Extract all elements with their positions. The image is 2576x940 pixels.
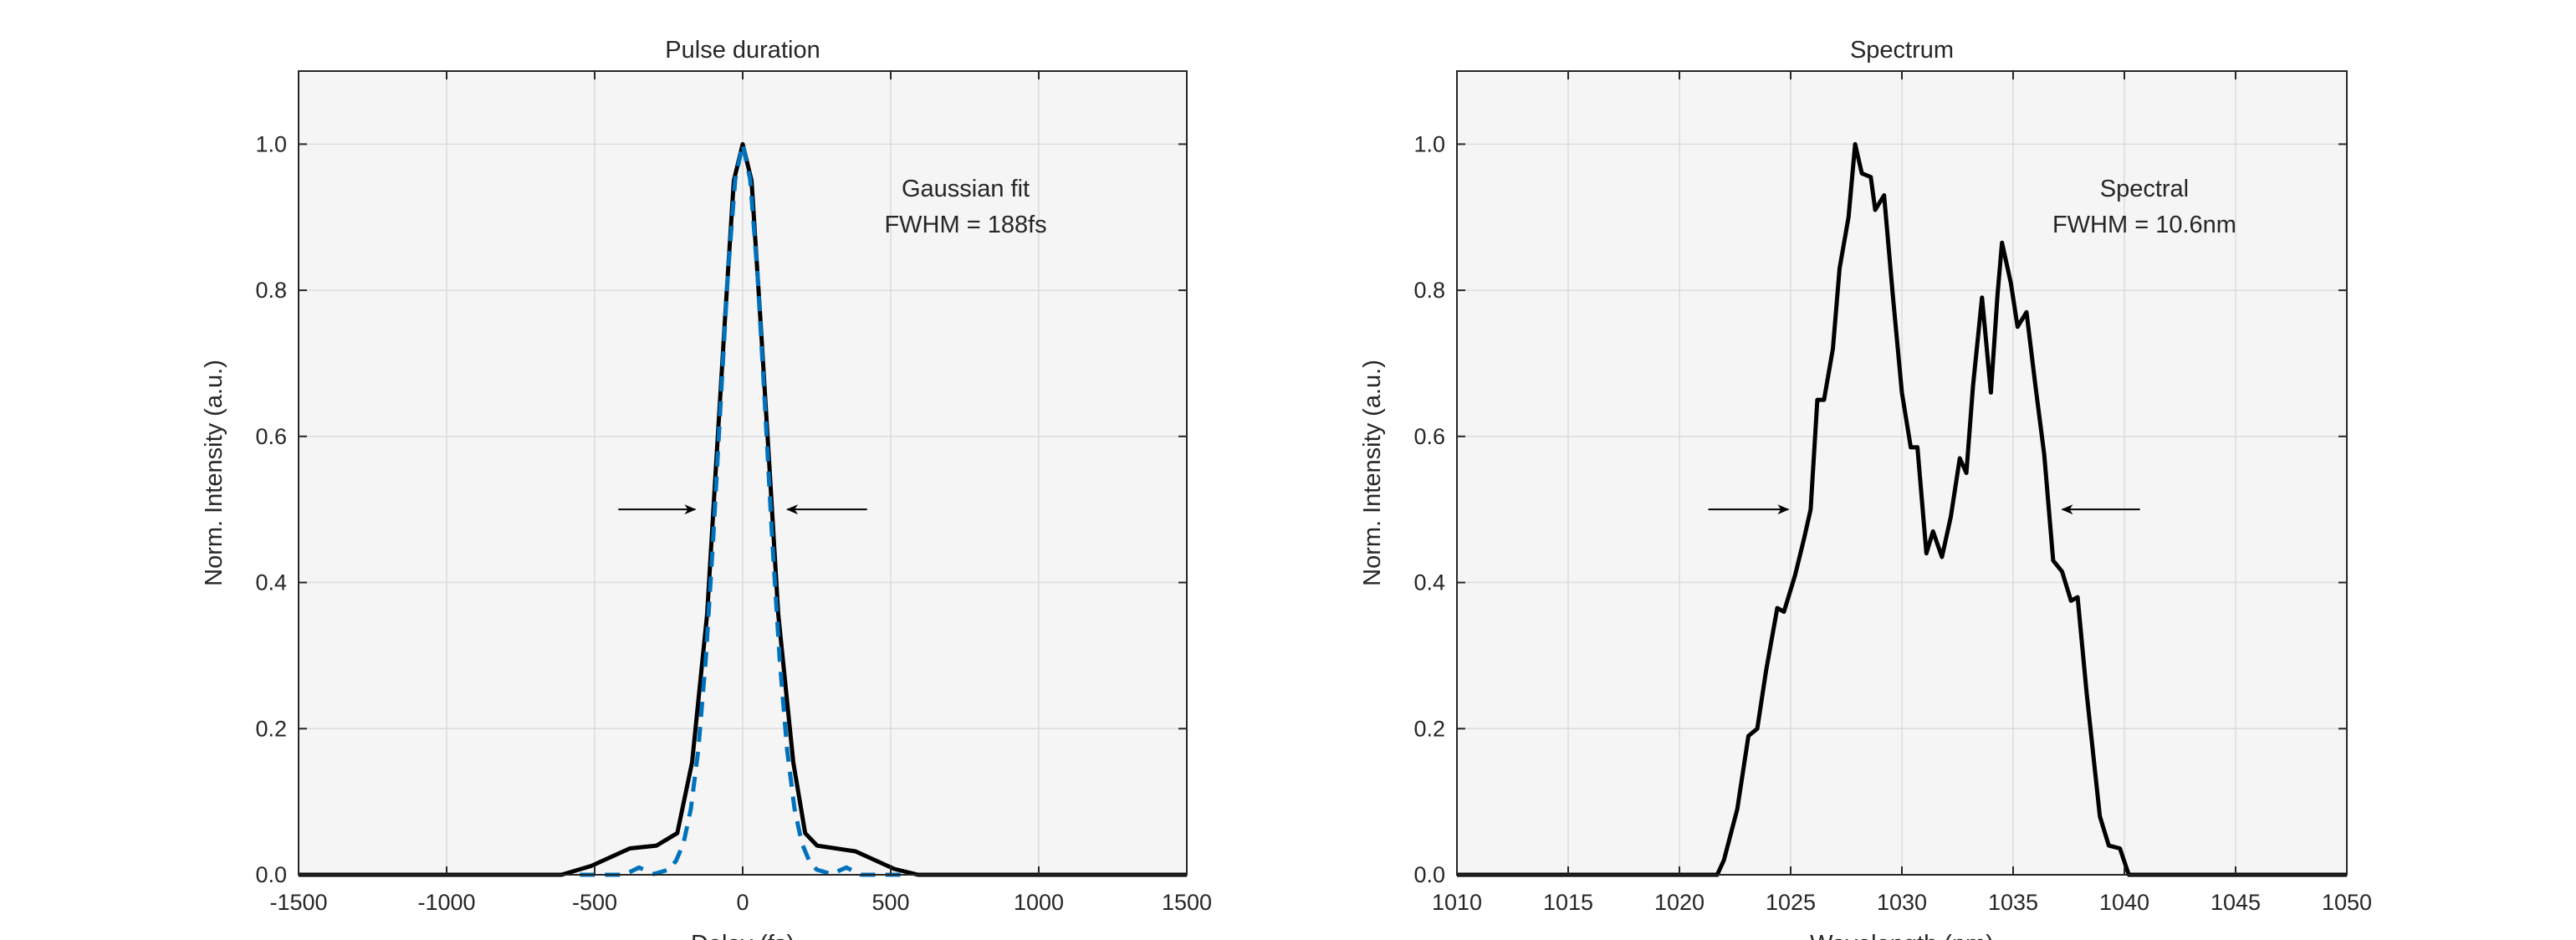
data-line <box>1457 141 2347 877</box>
chart-title: Spectrum <box>1850 37 1954 64</box>
x-tick-label: -500 <box>572 890 617 915</box>
x-tick-label: 1025 <box>1766 890 1816 915</box>
y-tick-label: 0.0 <box>1413 862 1445 887</box>
x-tick-label: 1045 <box>2211 890 2261 915</box>
x-tick-label: 1035 <box>1988 890 2038 915</box>
y-tick-label: 0.2 <box>255 716 287 741</box>
y-tick-label: 0.8 <box>255 278 287 303</box>
x-tick-label: 0 <box>736 890 749 915</box>
y-tick-label: 0.4 <box>1413 570 1445 595</box>
x-tick-label: 1040 <box>2099 890 2149 915</box>
y-tick-label: 0.8 <box>1413 278 1445 303</box>
x-tick-label: 500 <box>871 890 909 915</box>
y-tick-label: 0.2 <box>1413 716 1445 741</box>
x-tick-label: -1000 <box>417 890 475 915</box>
y-tick-label: 0.6 <box>255 424 287 449</box>
x-tick-label: 1010 <box>1432 890 1482 915</box>
x-tick-label: -1500 <box>269 890 327 915</box>
fwhm-annotation: Spectral <box>2100 176 2189 202</box>
spectrum-chart: 1010 1015 1020 1025 1030 1035 1040 1045 1050 0.0 0… <box>1359 37 2372 940</box>
x-tick-label: 1030 <box>1877 890 1927 915</box>
y-axis-label: Norm. Intensity (a.u.) <box>201 360 227 586</box>
fwhm-annotation: FWHM = 188fs <box>884 212 1046 238</box>
x-axis-label: Delay (fs) <box>691 931 795 940</box>
x-tick-label: 1015 <box>1543 890 1593 915</box>
y-tick-label: 0.6 <box>1413 424 1445 449</box>
y-tick-label: 0.0 <box>255 862 287 887</box>
x-tick-label: 1050 <box>2322 890 2372 915</box>
fwhm-annotation: FWHM = 10.6nm <box>2052 212 2236 238</box>
data-line <box>299 141 1187 877</box>
x-axis-label: Wavelength (nm) <box>1810 931 1994 940</box>
y-tick-label: 1.0 <box>1413 131 1445 156</box>
chart-title: Pulse duration <box>665 37 820 64</box>
x-tick-label: 1020 <box>1654 890 1705 915</box>
pulse-duration-chart: -1500 -1000 -500 0 500 1000 1500 0.0 0.2 0.4 0.6 0.… <box>201 37 1212 940</box>
y-tick-label: 1.0 <box>255 131 287 156</box>
fwhm-annotation: Gaussian fit <box>902 176 1030 202</box>
x-tick-label: 1500 <box>1162 890 1212 915</box>
x-tick-label: 1000 <box>1014 890 1064 915</box>
y-axis-label: Norm. Intensity (a.u.) <box>1359 360 1386 586</box>
y-tick-label: 0.4 <box>255 570 287 595</box>
